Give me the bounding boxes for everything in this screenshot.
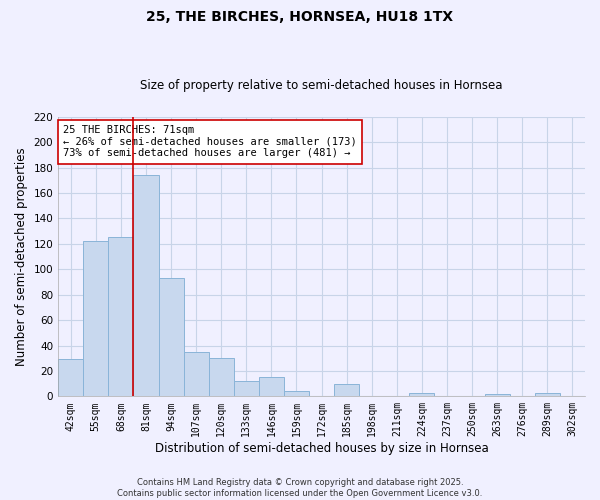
Text: 25 THE BIRCHES: 71sqm
← 26% of semi-detached houses are smaller (173)
73% of sem: 25 THE BIRCHES: 71sqm ← 26% of semi-deta…: [64, 125, 357, 158]
X-axis label: Distribution of semi-detached houses by size in Hornsea: Distribution of semi-detached houses by …: [155, 442, 488, 455]
Bar: [209, 358, 234, 397]
Bar: [535, 392, 560, 396]
Text: 25, THE BIRCHES, HORNSEA, HU18 1TX: 25, THE BIRCHES, HORNSEA, HU18 1TX: [146, 10, 454, 24]
Bar: [485, 394, 510, 396]
Bar: [234, 381, 259, 396]
Y-axis label: Number of semi-detached properties: Number of semi-detached properties: [15, 147, 28, 366]
Bar: [259, 378, 284, 396]
Bar: [158, 278, 184, 396]
Bar: [109, 238, 133, 396]
Text: Contains HM Land Registry data © Crown copyright and database right 2025.
Contai: Contains HM Land Registry data © Crown c…: [118, 478, 482, 498]
Bar: [133, 175, 158, 396]
Bar: [83, 242, 109, 396]
Bar: [184, 352, 209, 397]
Title: Size of property relative to semi-detached houses in Hornsea: Size of property relative to semi-detach…: [140, 79, 503, 92]
Bar: [284, 392, 309, 396]
Bar: [334, 384, 359, 396]
Bar: [409, 392, 434, 396]
Bar: [58, 360, 83, 397]
